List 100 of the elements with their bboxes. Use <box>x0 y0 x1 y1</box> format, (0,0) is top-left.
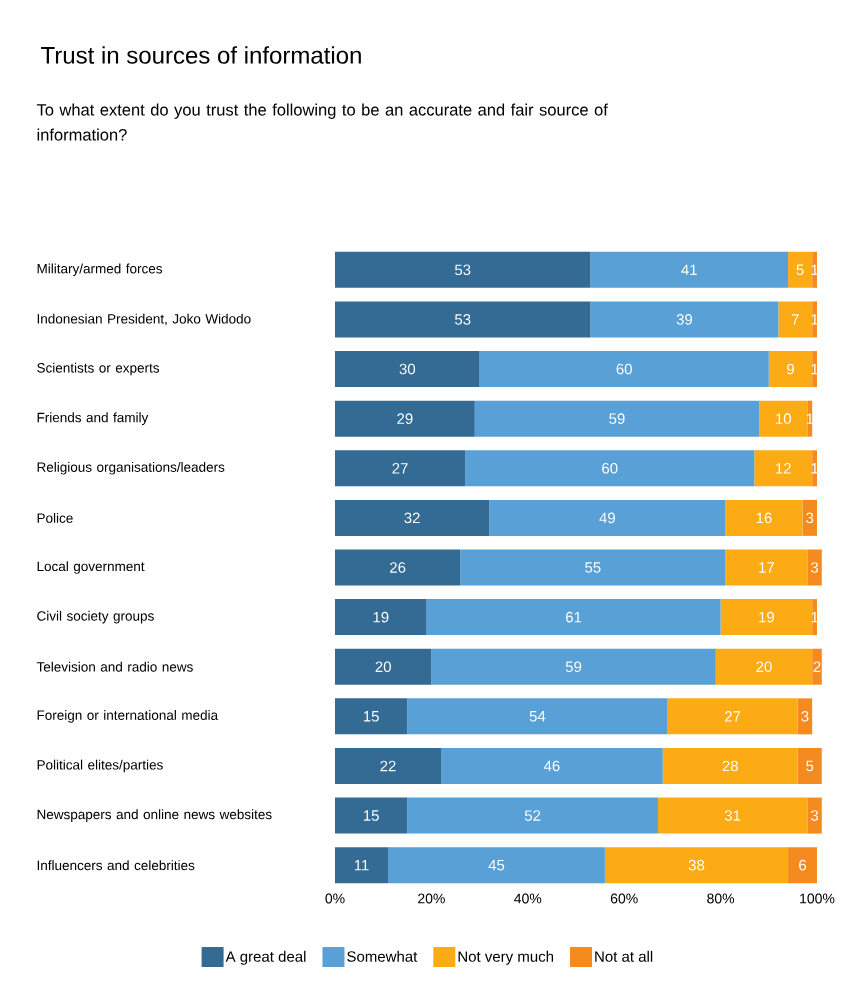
bar <box>334 301 591 338</box>
y-tick-label: Military/armed forces <box>37 263 163 277</box>
y-tick-label: Influencers and celebrities <box>37 860 195 871</box>
legend-label: Not very much <box>458 950 554 965</box>
data-label: 60 <box>616 363 632 375</box>
bar <box>431 648 716 685</box>
data-label: 49 <box>599 512 615 524</box>
legend-label: Not at all <box>595 950 653 962</box>
bar <box>441 747 663 784</box>
data-label: 53 <box>454 314 471 325</box>
data-label: 19 <box>373 611 389 623</box>
bar <box>802 499 817 536</box>
data-label: 53 <box>454 264 471 276</box>
bar <box>334 747 442 784</box>
data-label: 61 <box>566 611 582 623</box>
y-tick-label: Indonesian President, Joko Widodo <box>37 313 251 326</box>
data-label: 22 <box>380 760 396 772</box>
data-label: 7 <box>791 314 799 325</box>
bar <box>797 747 822 784</box>
bar <box>812 251 817 288</box>
data-label: 30 <box>399 363 416 375</box>
data-label: 54 <box>529 711 546 722</box>
y-tick-label: Foreign or international media <box>37 710 219 723</box>
x-tick-label: 100% <box>800 893 835 904</box>
data-label: 29 <box>397 413 413 424</box>
x-tick-label: 60% <box>610 893 638 904</box>
bar <box>797 698 813 735</box>
bar <box>489 499 726 536</box>
bar <box>334 251 591 288</box>
data-label: 20 <box>756 661 772 673</box>
data-label: 3 <box>801 711 809 722</box>
data-label: 60 <box>602 462 618 474</box>
data-label: 28 <box>722 760 738 772</box>
bar <box>720 599 813 636</box>
bar <box>667 698 798 735</box>
bar <box>388 847 605 884</box>
data-label: 1 <box>811 611 819 623</box>
data-label: 20 <box>375 661 391 673</box>
bar <box>334 847 389 884</box>
data-label: 45 <box>488 859 505 871</box>
data-label: 15 <box>363 810 379 821</box>
legend-label: Somewhat <box>347 950 418 962</box>
data-label: 41 <box>681 264 697 275</box>
data-label: 1 <box>811 264 819 275</box>
data-label: 11 <box>354 860 369 871</box>
data-label: 12 <box>776 463 791 474</box>
legend-label: A great deal <box>225 950 306 965</box>
data-label: 17 <box>759 562 774 573</box>
chart-title: Trust in sources of information <box>41 46 361 64</box>
bar <box>725 549 808 586</box>
bar <box>759 400 808 437</box>
bar <box>788 847 817 884</box>
data-label: 38 <box>688 859 705 871</box>
bar <box>334 499 490 536</box>
bar <box>426 599 721 636</box>
data-label: 46 <box>543 760 560 772</box>
x-tick-label: 40% <box>514 893 542 904</box>
bar <box>334 599 427 636</box>
bar <box>725 499 803 536</box>
bar <box>715 648 813 685</box>
data-label: 15 <box>363 711 379 722</box>
y-tick-label: Local government <box>37 561 145 574</box>
data-label: 19 <box>759 611 774 623</box>
x-tick-label: 0% <box>325 893 345 904</box>
x-tick-label: 80% <box>707 893 735 904</box>
bar <box>604 847 789 884</box>
bar <box>334 549 461 586</box>
bar <box>334 698 408 735</box>
bar <box>807 797 822 834</box>
bar <box>657 797 808 834</box>
data-label: 59 <box>609 413 625 424</box>
bar <box>334 351 480 388</box>
y-tick-label: Political elites/parties <box>37 759 163 773</box>
chart-subtitle: To what extent do you trust the following to be an accurate and fair source of information? <box>36 103 608 141</box>
data-label: 27 <box>725 711 741 722</box>
data-label: 59 <box>565 661 582 673</box>
data-label: 31 <box>724 810 741 821</box>
data-label: 10 <box>776 413 791 424</box>
y-tick-label: Religious organisations/leaders <box>37 461 225 475</box>
data-label: 52 <box>524 810 541 821</box>
bar <box>334 450 466 487</box>
data-label: 39 <box>676 314 693 325</box>
x-tick-label: 20% <box>418 893 445 904</box>
bar <box>465 450 755 487</box>
y-tick-label: Newspapers and online news websites <box>37 809 272 822</box>
bar <box>788 251 813 288</box>
bar <box>778 301 813 338</box>
data-label: 26 <box>390 562 406 573</box>
bar <box>590 251 789 288</box>
bar <box>407 698 668 735</box>
bar <box>807 549 822 586</box>
bar <box>768 351 813 388</box>
data-label: 3 <box>810 810 819 821</box>
y-tick-label: Civil society groups <box>37 610 154 624</box>
bar <box>334 400 475 437</box>
data-label: 55 <box>585 562 601 573</box>
bar <box>474 400 760 437</box>
data-label: 5 <box>806 760 814 772</box>
data-label: 16 <box>756 512 772 524</box>
bar <box>590 301 779 338</box>
